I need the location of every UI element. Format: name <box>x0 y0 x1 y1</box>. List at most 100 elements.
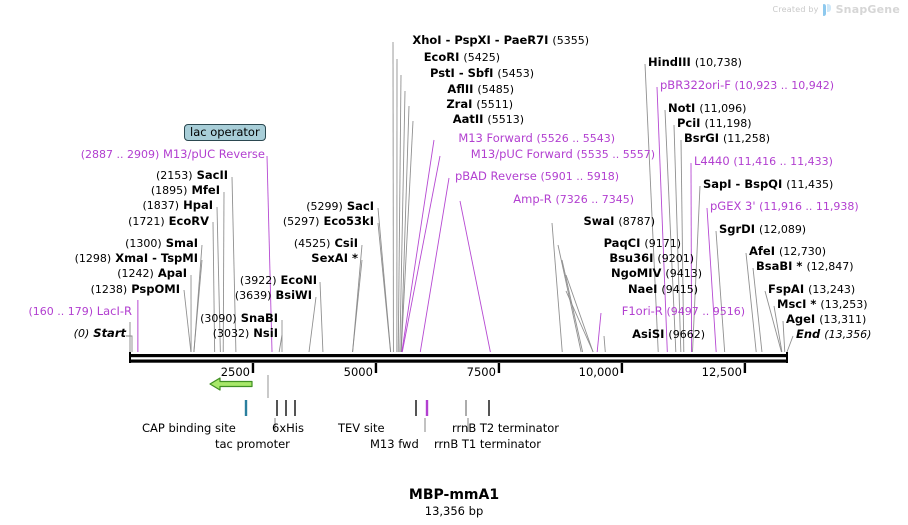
label-ngomiv[interactable]: NgoMIV (9413) <box>611 267 702 279</box>
feature-label-rrnb-t2-terminator[interactable]: rrnB T2 terminator <box>452 421 559 435</box>
label-psti-sbfi[interactable]: PstI - SbfI (5453) <box>430 67 534 80</box>
label-position: (160 .. 179) <box>28 305 94 318</box>
label-sexai[interactable]: SexAI * <box>311 252 358 264</box>
label-start[interactable]: (0) Start <box>74 327 126 339</box>
label-m13-forward[interactable]: M13 Forward (5526 .. 5543) <box>458 132 615 144</box>
label-position: (11,258) <box>723 132 771 145</box>
label-name: HindIII <box>648 55 691 69</box>
label-pgex-3prime[interactable]: pGEX 3' (11,916 .. 11,938) <box>710 200 859 212</box>
label-xmai-tspmi[interactable]: (1298) XmaI - TspMI <box>75 251 198 265</box>
label-mfei[interactable]: (1895) MfeI <box>150 183 220 197</box>
label-amp-r[interactable]: Amp-R (7326 .. 7345) <box>513 192 634 206</box>
label-aflii[interactable]: AflII (5485) <box>447 82 514 96</box>
label-name: MfeI <box>191 183 220 197</box>
label-bsiwi[interactable]: (3639) BsiWI <box>234 289 312 302</box>
label-hindiii[interactable]: HindIII (10,738) <box>648 55 742 69</box>
label-name: MscI * <box>777 297 817 311</box>
label-m13puc-reverse[interactable]: (2887 .. 2909) M13/pUC Reverse <box>81 148 265 160</box>
label-position: (5535 .. 5557) <box>576 148 655 161</box>
feature-label-m13-fwd[interactable]: M13 fwd <box>370 437 419 451</box>
label-name: SacI <box>346 199 374 213</box>
label-position: (8787) <box>618 215 655 228</box>
label-snabi[interactable]: (3090) SnaBI <box>200 311 278 325</box>
axis-ticks <box>251 363 747 373</box>
label-name: XhoI - PspXI - PaeR7I <box>412 33 549 47</box>
feature-label-cap-binding-site[interactable]: CAP binding site <box>142 421 236 435</box>
leader-lines <box>126 41 794 353</box>
label-lac-operator[interactable]: lac operator <box>184 124 266 141</box>
label-name: pBAD Reverse <box>454 169 537 183</box>
label-afei[interactable]: AfeI (12,730) <box>749 244 827 258</box>
label-econi[interactable]: (3922) EcoNI <box>239 274 317 287</box>
label-end[interactable]: End (13,356) <box>796 327 871 341</box>
plasmid-length: 13,356 bp <box>424 504 484 518</box>
label-laci-r[interactable]: (160 .. 179) LacI-R <box>28 304 132 318</box>
label-position: (9201) <box>657 252 694 265</box>
label-l4440[interactable]: L4440 (11,416 .. 11,433) <box>694 155 833 167</box>
label-m13puc-forward[interactable]: M13/pUC Forward (5535 .. 5557) <box>471 148 655 161</box>
label-pbad-reverse[interactable]: pBAD Reverse (5901 .. 5918) <box>454 169 619 183</box>
label-name: pBR322ori-F <box>660 78 731 92</box>
label-name: SgrDI <box>719 222 756 236</box>
label-position: (1238) <box>90 283 128 296</box>
label-pcii[interactable]: PciI (11,198) <box>677 117 752 129</box>
label-paqci[interactable]: PaqCI (9171) <box>604 237 681 249</box>
label-ecori[interactable]: EcoRI (5425) <box>424 51 500 64</box>
label-position: (5297) <box>282 215 320 228</box>
label-name: CsiI <box>334 236 358 250</box>
feature-label-rrnb-t1-terminator[interactable]: rrnB T1 terminator <box>434 437 541 451</box>
label-name: SacII <box>196 168 228 182</box>
label-noti[interactable]: NotI (11,096) <box>668 102 746 114</box>
label-name: F1ori-R <box>621 304 663 318</box>
label-agei[interactable]: AgeI (13,311) <box>786 313 866 325</box>
label-fspai[interactable]: FspAI (13,243) <box>768 283 855 295</box>
label-nsii[interactable]: (3032) NsiI <box>213 327 278 339</box>
label-name: AfeI <box>749 244 775 258</box>
label-bsrgi[interactable]: BsrGI (11,258) <box>684 132 771 145</box>
label-sapi-bspqi[interactable]: SapI - BspQI (11,435) <box>703 178 833 190</box>
label-ecorv[interactable]: (1721) EcoRV <box>128 215 209 227</box>
label-bsu36i[interactable]: Bsu36I (9201) <box>609 251 694 265</box>
label-position: (5425) <box>463 51 500 64</box>
label-apai[interactable]: (1242) ApaI <box>117 267 187 279</box>
label-eco53ki[interactable]: (5297) Eco53kI <box>282 215 374 228</box>
label-name: XmaI - TspMI <box>115 251 198 265</box>
label-xhoi-pspxi-paer7i[interactable]: XhoI - PspXI - PaeR7I (5355) <box>412 33 589 47</box>
label-asisi[interactable]: AsiSI (9662) <box>632 328 705 341</box>
label-position: (1895) <box>150 184 188 197</box>
label-name: SnaBI <box>240 311 278 325</box>
label-position: (12,730) <box>779 245 827 258</box>
label-name: LacI-R <box>96 304 132 318</box>
feature-label-tac-promoter[interactable]: tac promoter <box>215 437 290 451</box>
label-f1ori-r[interactable]: F1ori-R (9497 .. 9516) <box>621 304 745 318</box>
snapgene-watermark: Created by SnapGene <box>773 3 900 16</box>
label-naei[interactable]: NaeI (9415) <box>628 283 698 295</box>
label-position: (3639) <box>234 289 272 302</box>
label-pspomi[interactable]: (1238) PspOMI <box>90 283 180 296</box>
feature-label-tev-site[interactable]: TEV site <box>338 421 385 435</box>
label-position: (3922) <box>239 274 277 287</box>
label-name: Bsu36I <box>609 251 654 265</box>
label-bsabi[interactable]: BsaBI * (12,847) <box>756 260 854 272</box>
label-name: AflII <box>447 82 474 96</box>
label-position: (9662) <box>668 328 705 341</box>
label-hpai[interactable]: (1837) HpaI <box>143 199 214 211</box>
label-zrai[interactable]: ZraI (5511) <box>446 98 513 110</box>
label-position: (13,253) <box>820 298 868 311</box>
label-name: End <box>796 327 821 341</box>
label-pbr322ori-f[interactable]: pBR322ori-F (10,923 .. 10,942) <box>660 78 834 92</box>
label-position: (5453) <box>497 67 534 80</box>
feature-markers <box>244 375 490 432</box>
label-saci[interactable]: (5299) SacI <box>306 199 374 213</box>
label-msci[interactable]: MscI * (13,253) <box>777 297 868 311</box>
feature-label-6xhis[interactable]: 6xHis <box>272 421 304 435</box>
label-position: (5355) <box>552 34 589 47</box>
label-csii[interactable]: (4525) CsiI <box>294 236 358 250</box>
label-sgrdi[interactable]: SgrDI (12,089) <box>719 222 806 236</box>
label-sacii[interactable]: (2153) SacII <box>156 168 228 182</box>
label-smai[interactable]: (1300) SmaI <box>125 237 198 249</box>
label-aatii[interactable]: AatII (5513) <box>453 113 524 125</box>
label-swai[interactable]: SwaI (8787) <box>583 215 655 228</box>
label-name: Amp-R <box>513 192 552 206</box>
